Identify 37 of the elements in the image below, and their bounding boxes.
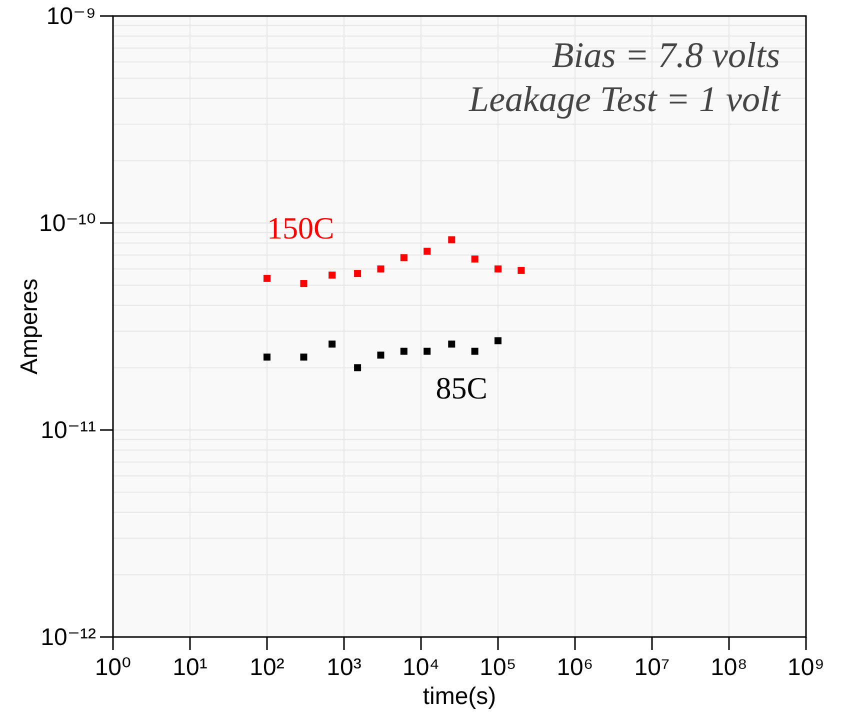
point	[448, 236, 456, 244]
x-tick-label: 10⁴	[402, 654, 440, 681]
point	[328, 272, 336, 279]
x-axis-title: time(s)	[422, 683, 496, 710]
point	[377, 265, 384, 272]
point	[400, 348, 408, 355]
x-tick-label: 10⁷	[634, 654, 670, 681]
point	[518, 266, 525, 274]
point	[424, 348, 431, 355]
series-label: 85C	[436, 370, 488, 406]
x-tick-label: 10⁵	[480, 654, 516, 681]
point	[471, 348, 478, 355]
x-tick-label: 10²	[250, 654, 284, 681]
annotation: Leakage Test = 1 volt	[468, 79, 781, 119]
point	[354, 270, 362, 278]
annotation: Bias = 7.8 volts	[552, 35, 780, 75]
point	[400, 254, 408, 262]
x-tick-label: 10¹	[172, 654, 208, 681]
x-tick-label: 10⁰	[94, 654, 132, 681]
x-tick-label: 10⁶	[556, 654, 594, 681]
point	[424, 248, 431, 255]
y-tick-label: 10⁻¹¹	[40, 417, 96, 444]
point	[448, 340, 456, 348]
point	[328, 340, 336, 348]
point	[354, 364, 362, 372]
y-axis-title: Amperes	[16, 278, 43, 375]
point	[377, 352, 384, 359]
y-tick-label: 10⁻¹²	[40, 624, 96, 651]
x-tick-label: 10⁹	[788, 654, 824, 681]
point	[494, 265, 502, 272]
point	[494, 337, 502, 344]
series-label: 150C	[267, 210, 334, 246]
y-tick-label: 10⁻⁹	[46, 3, 96, 30]
point	[471, 256, 478, 263]
x-tick-label: 10³	[326, 654, 362, 681]
x-tick-label: 10⁸	[710, 654, 748, 681]
y-tick-label: 10⁻¹⁰	[39, 210, 96, 237]
